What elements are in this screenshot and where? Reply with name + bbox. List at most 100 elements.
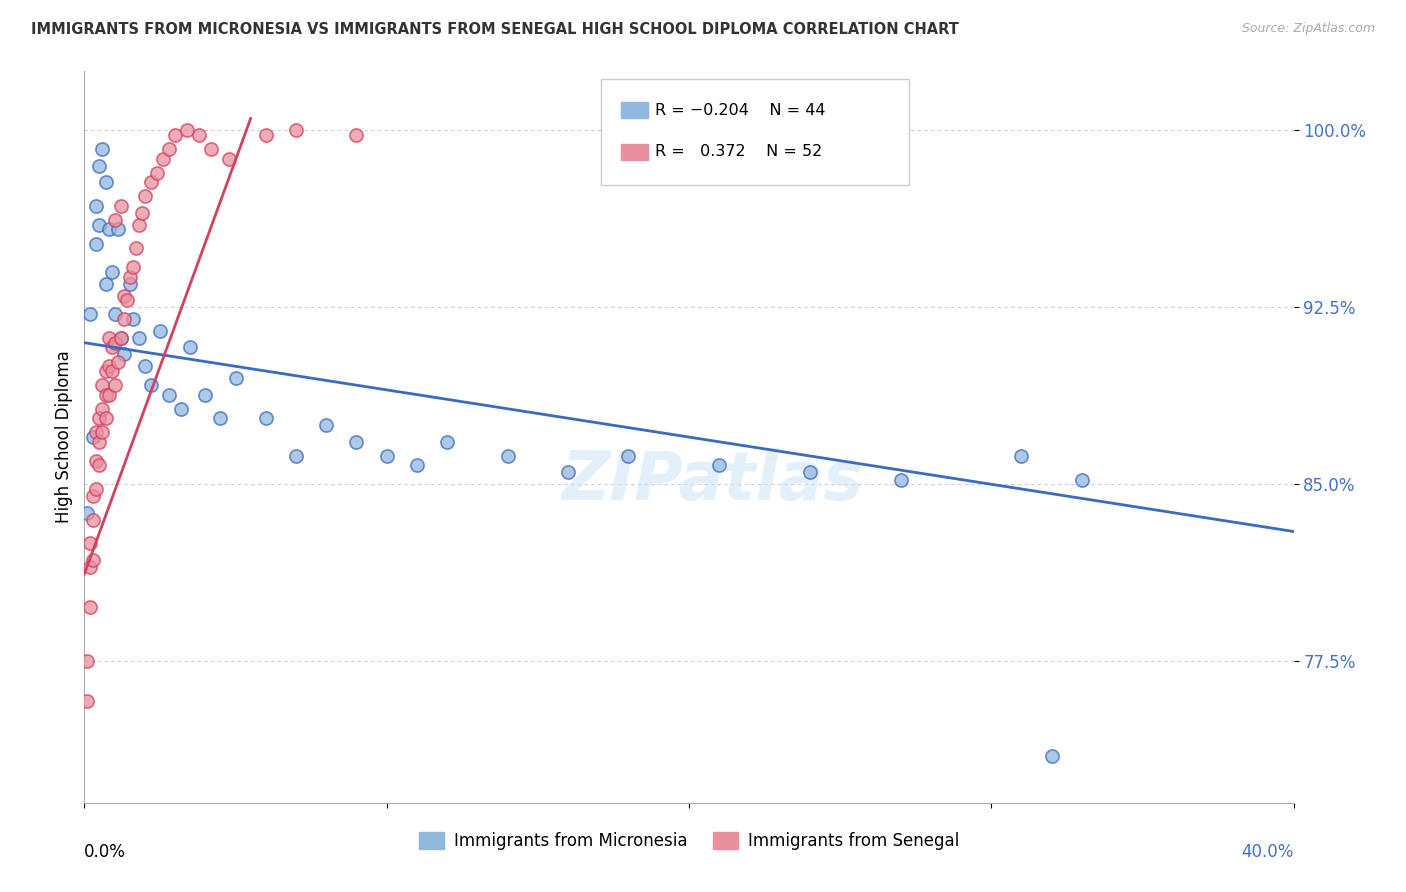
Immigrants from Senegal [76, 654, 98, 668]
Immigrants from Micronesia [149, 324, 172, 338]
Immigrants from Senegal [112, 288, 135, 302]
Immigrants from Senegal [107, 354, 129, 368]
Immigrants from Senegal [91, 425, 114, 440]
Immigrants from Micronesia [139, 378, 162, 392]
Immigrants from Senegal [131, 206, 153, 220]
Text: ZIPatlas: ZIPatlas [562, 448, 865, 514]
Immigrants from Senegal [91, 378, 114, 392]
Immigrants from Senegal [104, 335, 127, 350]
Immigrants from Micronesia [82, 430, 104, 444]
Immigrants from Micronesia [118, 277, 141, 291]
Immigrants from Micronesia [406, 458, 429, 473]
Immigrants from Micronesia [94, 277, 117, 291]
Y-axis label: High School Diploma: High School Diploma [55, 351, 73, 524]
Immigrants from Micronesia [315, 418, 337, 433]
Immigrants from Micronesia [128, 331, 150, 345]
Text: 0.0%: 0.0% [84, 843, 127, 861]
Immigrants from Senegal [346, 128, 368, 142]
Immigrants from Senegal [152, 152, 174, 166]
Immigrants from Senegal [82, 489, 104, 503]
Immigrants from Senegal [79, 599, 101, 614]
Immigrants from Senegal [110, 199, 132, 213]
Immigrants from Senegal [89, 458, 111, 473]
Immigrants from Senegal [200, 142, 222, 156]
Immigrants from Senegal [89, 411, 111, 425]
Immigrants from Micronesia [91, 142, 114, 156]
Immigrants from Micronesia [1071, 473, 1094, 487]
Immigrants from Senegal [97, 387, 120, 401]
Bar [621, 102, 648, 118]
Immigrants from Senegal [100, 340, 122, 354]
Immigrants from Micronesia [285, 449, 308, 463]
Immigrants from Senegal [146, 166, 169, 180]
Immigrants from Micronesia [617, 449, 640, 463]
Immigrants from Micronesia [86, 236, 108, 251]
Immigrants from Micronesia [375, 449, 398, 463]
Immigrants from Senegal [104, 213, 127, 227]
Immigrants from Micronesia [194, 387, 217, 401]
Immigrants from Micronesia [107, 222, 129, 236]
Immigrants from Senegal [139, 175, 162, 189]
Immigrants from Micronesia [254, 411, 277, 425]
Immigrants from Senegal [134, 189, 156, 203]
Immigrants from Micronesia [100, 265, 122, 279]
Text: R = −0.204    N = 44: R = −0.204 N = 44 [655, 103, 825, 118]
Immigrants from Micronesia [799, 466, 821, 480]
Immigrants from Micronesia [110, 331, 132, 345]
Immigrants from Micronesia [170, 401, 193, 416]
Immigrants from Senegal [79, 559, 101, 574]
Immigrants from Senegal [94, 411, 117, 425]
Immigrants from Senegal [218, 152, 240, 166]
Immigrants from Senegal [97, 331, 120, 345]
Immigrants from Micronesia [209, 411, 232, 425]
Immigrants from Senegal [104, 378, 127, 392]
Immigrants from Senegal [115, 293, 138, 308]
Immigrants from Micronesia [557, 466, 579, 480]
Immigrants from Senegal [94, 364, 117, 378]
Immigrants from Senegal [94, 387, 117, 401]
Immigrants from Micronesia [890, 473, 912, 487]
Immigrants from Senegal [176, 123, 198, 137]
Immigrants from Senegal [188, 128, 211, 142]
Immigrants from Micronesia [89, 218, 111, 232]
Immigrants from Micronesia [89, 159, 111, 173]
Immigrants from Micronesia [179, 340, 201, 354]
Immigrants from Senegal [100, 364, 122, 378]
Immigrants from Micronesia [346, 434, 368, 449]
Immigrants from Senegal [112, 312, 135, 326]
Legend: Immigrants from Micronesia, Immigrants from Senegal: Immigrants from Micronesia, Immigrants f… [412, 825, 966, 856]
Immigrants from Senegal [118, 269, 141, 284]
Immigrants from Micronesia [134, 359, 156, 374]
Immigrants from Micronesia [1040, 748, 1063, 763]
Immigrants from Senegal [76, 694, 98, 708]
Immigrants from Senegal [285, 123, 308, 137]
Text: 40.0%: 40.0% [1241, 843, 1294, 861]
Immigrants from Senegal [125, 241, 148, 255]
Bar [621, 144, 648, 160]
Immigrants from Senegal [91, 401, 114, 416]
Text: R =   0.372    N = 52: R = 0.372 N = 52 [655, 145, 823, 160]
Immigrants from Micronesia [112, 347, 135, 361]
Immigrants from Senegal [254, 128, 277, 142]
Text: IMMIGRANTS FROM MICRONESIA VS IMMIGRANTS FROM SENEGAL HIGH SCHOOL DIPLOMA CORREL: IMMIGRANTS FROM MICRONESIA VS IMMIGRANTS… [31, 22, 959, 37]
Immigrants from Senegal [110, 331, 132, 345]
Immigrants from Micronesia [97, 222, 120, 236]
Immigrants from Senegal [82, 553, 104, 567]
Immigrants from Micronesia [157, 387, 180, 401]
Immigrants from Micronesia [76, 506, 98, 520]
Text: Source: ZipAtlas.com: Source: ZipAtlas.com [1241, 22, 1375, 36]
Immigrants from Senegal [97, 359, 120, 374]
Immigrants from Micronesia [436, 434, 458, 449]
Immigrants from Micronesia [496, 449, 519, 463]
Immigrants from Senegal [82, 513, 104, 527]
Immigrants from Senegal [86, 482, 108, 496]
Immigrants from Micronesia [94, 175, 117, 189]
FancyBboxPatch shape [600, 78, 910, 185]
Immigrants from Senegal [128, 218, 150, 232]
Immigrants from Micronesia [86, 199, 108, 213]
Immigrants from Senegal [121, 260, 143, 275]
Immigrants from Micronesia [709, 458, 731, 473]
Immigrants from Micronesia [104, 307, 127, 321]
Immigrants from Senegal [165, 128, 187, 142]
Immigrants from Micronesia [225, 371, 247, 385]
